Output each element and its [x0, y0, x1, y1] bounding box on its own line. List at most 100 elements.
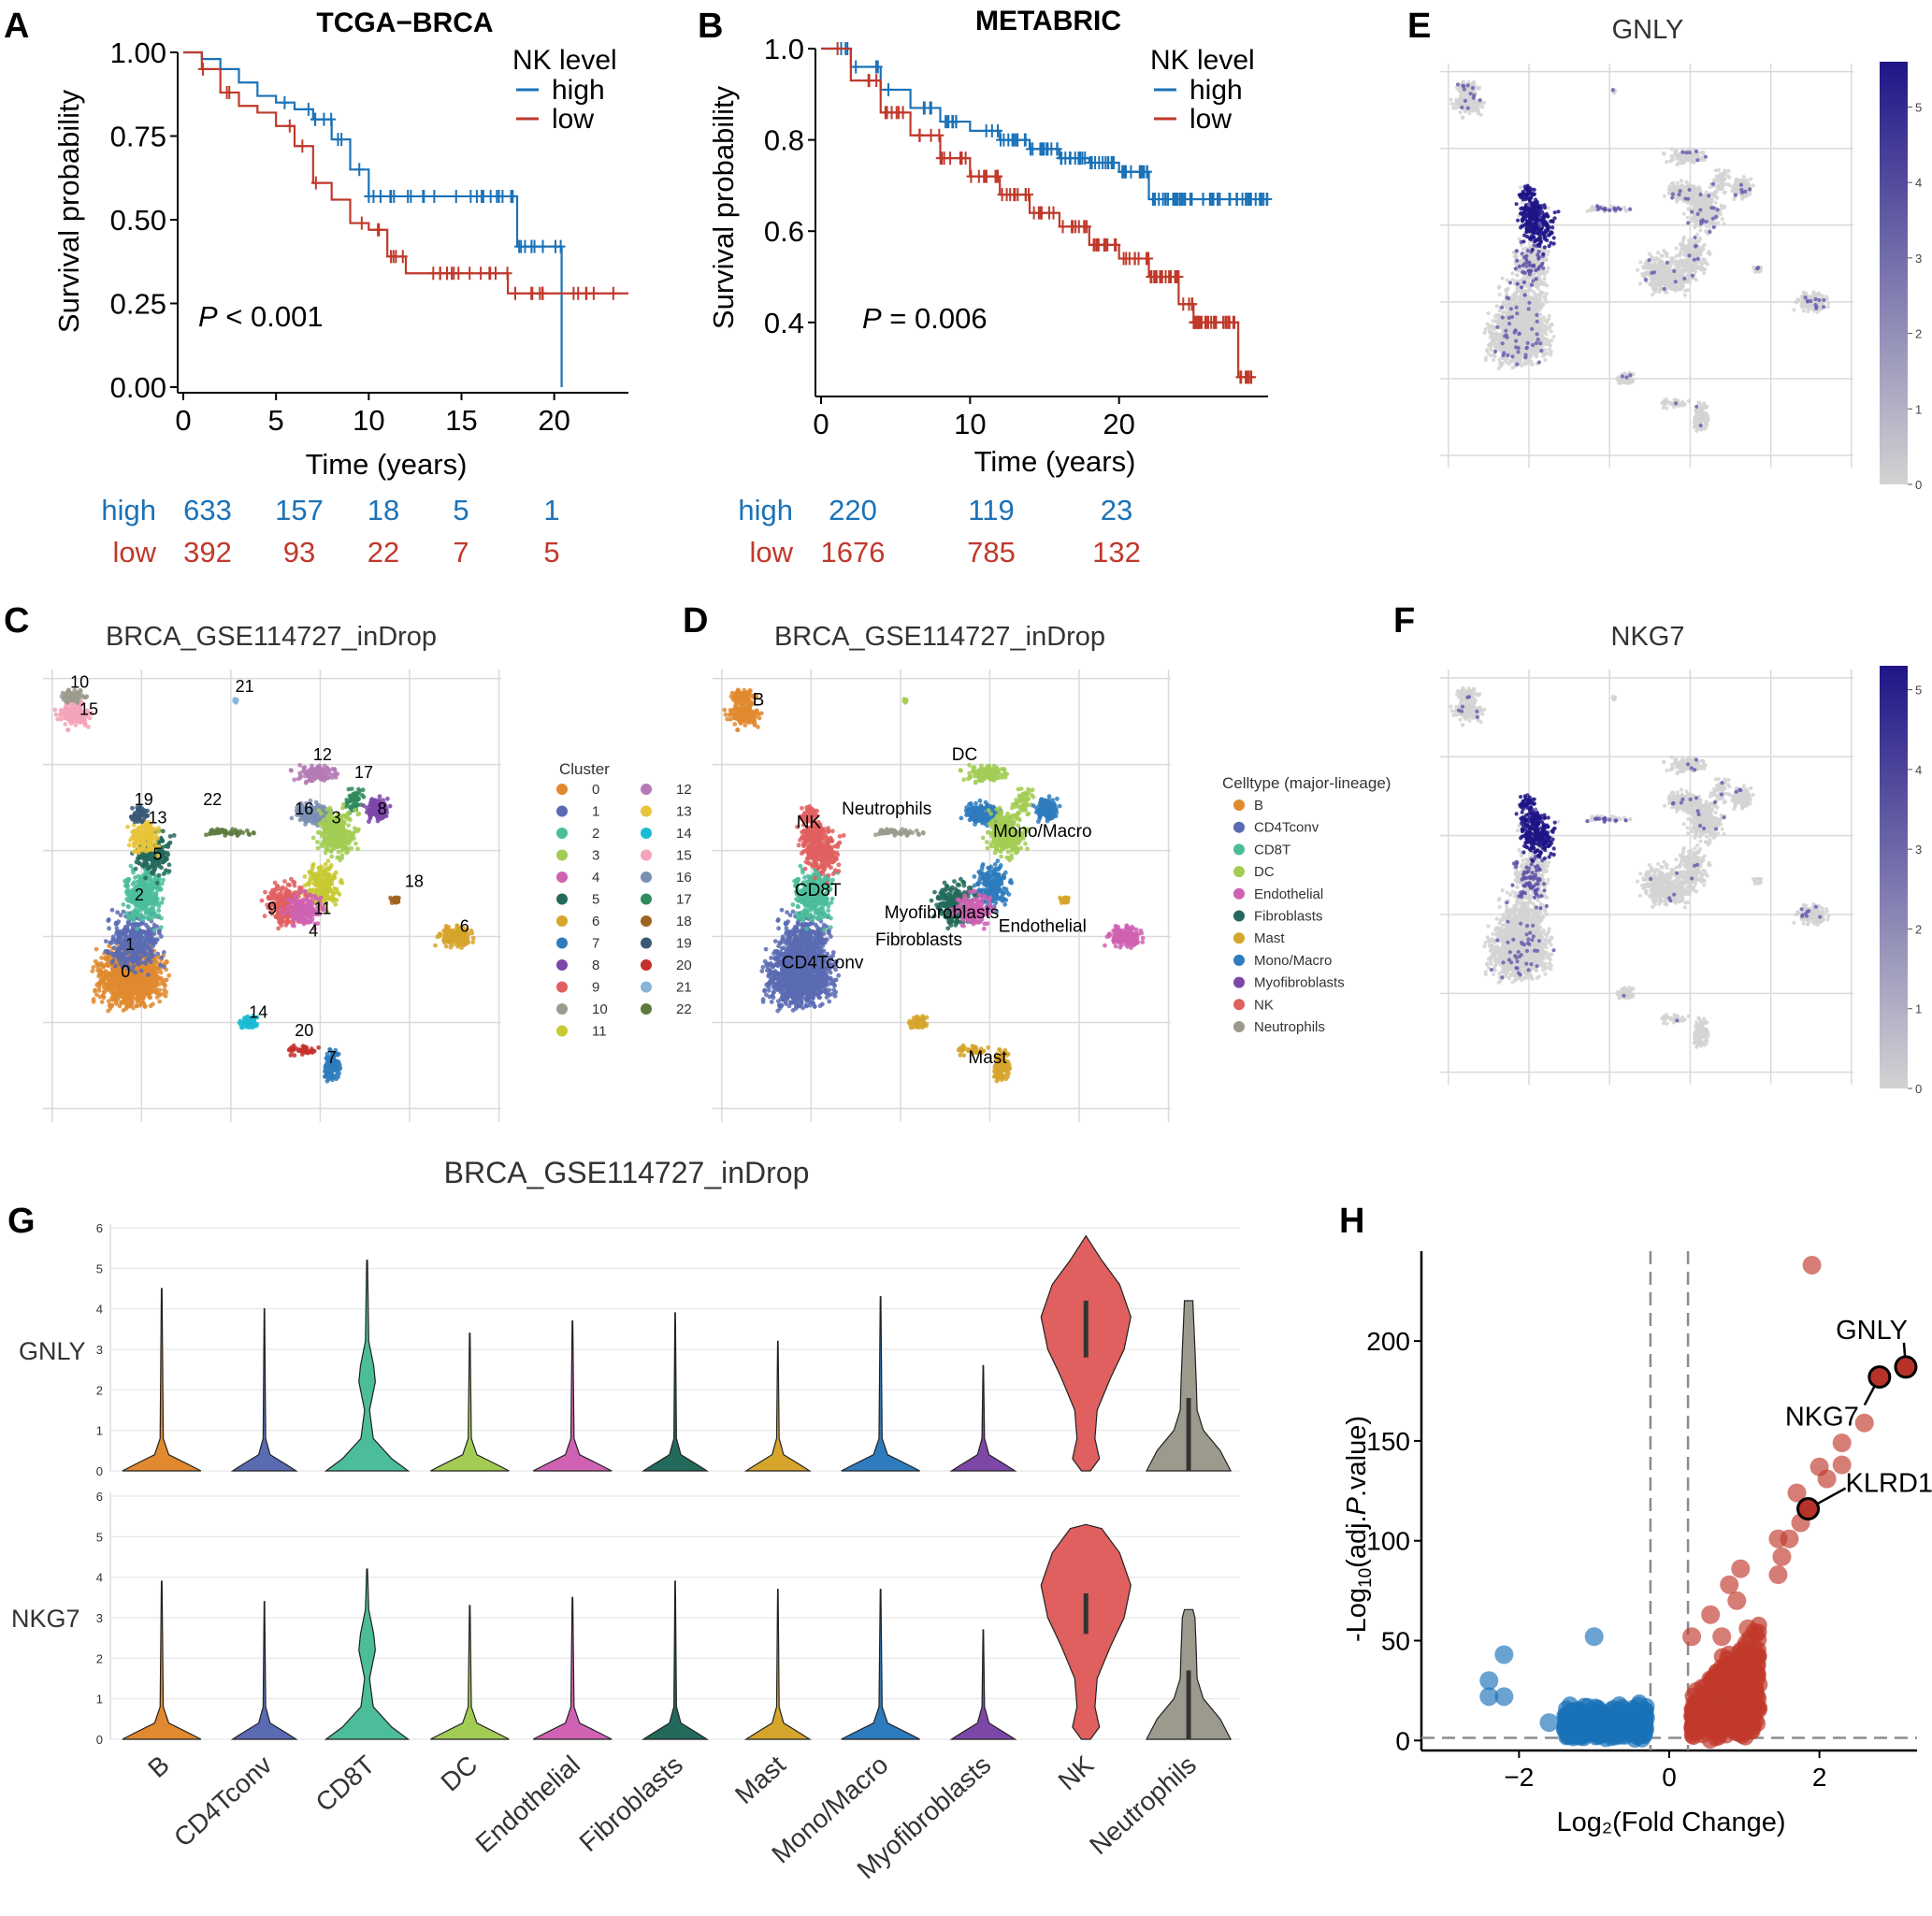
A-risk-group-high: high — [101, 494, 156, 526]
C-cell — [319, 811, 324, 816]
B-censor-mark — [1036, 206, 1046, 220]
C-cell — [166, 844, 171, 849]
C-cell — [151, 900, 157, 905]
C-cell — [279, 890, 283, 896]
A-y-tick-label: 0.25 — [110, 288, 166, 321]
B-censor-mark — [1010, 188, 1020, 202]
C-cell — [151, 915, 156, 920]
B-censor-mark — [926, 128, 936, 142]
C-cell — [94, 992, 99, 998]
C-cell — [166, 869, 172, 874]
C-cell — [323, 868, 328, 873]
C-cell — [305, 770, 310, 775]
C-cell — [126, 843, 132, 848]
C-cell — [334, 886, 339, 892]
C-legend-label: 11 — [592, 1024, 607, 1040]
C-legend-label: 13 — [676, 804, 692, 820]
C-cell — [353, 841, 358, 846]
C-cell — [314, 840, 320, 844]
C-cluster-annotation: 5 — [152, 844, 162, 863]
C-cell — [154, 880, 160, 886]
C-cell — [334, 898, 339, 902]
C-cell — [123, 929, 129, 934]
A-x-tick-label: 0 — [175, 404, 191, 437]
C-cell — [315, 845, 321, 851]
C-cell — [329, 1067, 334, 1073]
C-cell — [97, 994, 103, 1000]
C-cell — [320, 768, 324, 773]
panel-b-legend-title: NK level — [1150, 45, 1255, 76]
panel-a-legend-low: low — [552, 104, 594, 135]
A-censor-mark — [222, 85, 232, 99]
C-cell — [299, 907, 305, 913]
A-y-tick-label: 0.50 — [110, 204, 166, 237]
A-censor-mark — [538, 286, 548, 300]
C-cell — [307, 879, 312, 885]
C-cell — [345, 829, 351, 835]
A-censor-mark — [491, 267, 501, 281]
C-cell — [326, 1076, 331, 1082]
A-censor-mark — [476, 267, 486, 281]
C-cell — [346, 823, 351, 828]
B-censor-mark — [832, 42, 843, 55]
C-cell — [443, 944, 449, 949]
C-cluster-annotation: 4 — [309, 922, 318, 941]
C-cell — [165, 857, 169, 862]
C-cell — [163, 993, 168, 999]
C-cell — [146, 986, 151, 991]
C-cell — [128, 929, 133, 934]
B-censor-mark — [1213, 193, 1223, 207]
C-cell — [131, 1005, 137, 1011]
A-x-tick-label: 5 — [268, 404, 284, 437]
A-risk-count: 5 — [453, 494, 469, 526]
panel-a-ylabel: Survival probability — [52, 89, 85, 333]
C-cell — [159, 900, 165, 905]
C-cell — [129, 958, 135, 963]
panel-a-curves — [183, 50, 628, 387]
C-cell — [143, 930, 149, 936]
C-cell — [306, 906, 311, 912]
C-cell — [156, 929, 162, 934]
C-cell — [330, 846, 335, 852]
C-cell — [160, 896, 166, 901]
B-risk-count: 1676 — [821, 536, 886, 569]
C-cell — [152, 960, 158, 966]
C-cell — [240, 830, 246, 835]
C-legend-label: 18 — [676, 914, 692, 929]
C-cell — [299, 915, 305, 921]
B-censor-mark — [1150, 193, 1161, 207]
C-cell — [126, 914, 132, 919]
C-cell — [165, 959, 169, 965]
C-cell — [144, 861, 150, 867]
B-censor-mark — [990, 169, 1001, 183]
C-cell — [166, 862, 172, 868]
B-censor-mark — [1142, 165, 1152, 179]
C-cell — [302, 773, 308, 779]
C-legend-swatch — [556, 1025, 568, 1037]
C-cell — [137, 991, 142, 997]
C-cell — [125, 824, 130, 829]
C-legend-label: 10 — [592, 1001, 608, 1017]
B-censor-mark — [1119, 165, 1130, 179]
C-legend-label: 2 — [592, 826, 599, 842]
C-cell — [166, 972, 172, 978]
B-risk-count: 785 — [967, 536, 1016, 569]
C-cell — [345, 845, 350, 851]
B-censor-mark — [981, 123, 991, 137]
C-cell — [209, 830, 213, 836]
C-cell — [109, 981, 115, 986]
C-cell — [138, 912, 144, 917]
C-cell — [131, 849, 137, 855]
C-legend-label: 22 — [676, 1001, 692, 1017]
C-cell — [355, 828, 360, 833]
C-cell — [148, 827, 153, 832]
C-cluster-annotation: 16 — [295, 800, 313, 818]
C-cell — [286, 1047, 292, 1053]
C-legend-label: 8 — [592, 958, 599, 973]
C-cell — [323, 862, 328, 867]
B-censor-mark — [893, 106, 903, 120]
C-cell — [323, 850, 328, 856]
C-cell — [90, 969, 95, 973]
